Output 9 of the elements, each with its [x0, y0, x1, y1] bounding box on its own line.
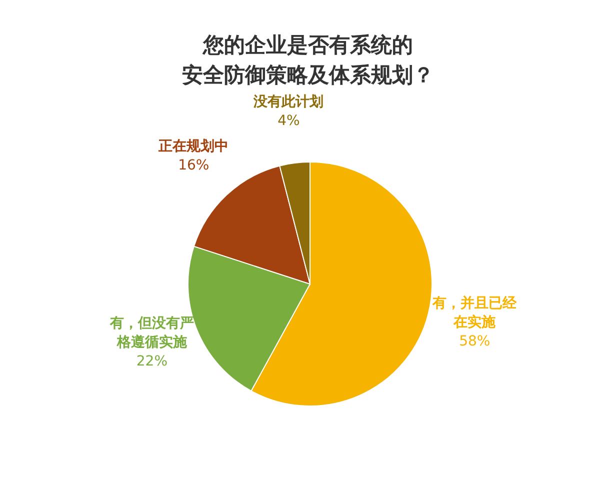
slice-label: 有，但没有严格遵循实施 — [108, 316, 194, 351]
slice-label: 正在规划中 — [158, 138, 229, 155]
data-label: 22% — [136, 354, 168, 370]
slice-label: 有，并且已经在实施 — [432, 294, 518, 330]
data-label: 4% — [278, 112, 300, 129]
chart-title: 您的企业是否有系统的安全防御策略及体系规划？ — [181, 32, 435, 89]
data-label: 16% — [178, 158, 210, 174]
data-label: 58% — [459, 333, 490, 350]
slice-label: 没有此计划 — [252, 94, 324, 110]
